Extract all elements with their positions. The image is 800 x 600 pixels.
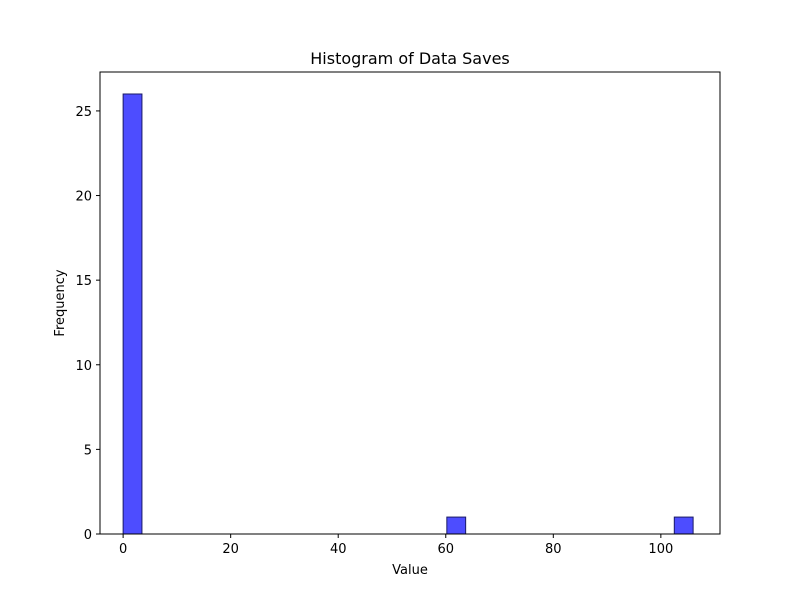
y-axis-label: Frequency <box>53 269 68 336</box>
plot-frame <box>99 71 721 535</box>
y-tick-label: 15 <box>75 274 92 289</box>
ticks-layer: 0 20 40 60 80 100 0 5 10 15 20 25 <box>75 105 673 557</box>
histogram-bar <box>122 93 143 535</box>
histogram-bar <box>446 516 467 535</box>
y-tick-label: 5 <box>84 443 92 458</box>
y-tick-label: 20 <box>75 190 92 205</box>
chart-title: Histogram of Data Saves <box>310 49 510 68</box>
x-tick-label: 100 <box>648 542 673 557</box>
y-tick-label: 10 <box>75 359 92 374</box>
x-axis-label: Value <box>392 563 428 578</box>
x-tick-label: 0 <box>119 542 127 557</box>
x-tick-label: 20 <box>222 542 239 557</box>
y-tick-label: 0 <box>84 528 92 543</box>
bars-layer <box>122 93 694 535</box>
x-tick-label: 60 <box>437 542 454 557</box>
histogram-bar <box>673 516 694 535</box>
x-tick-label: 40 <box>330 542 347 557</box>
y-tick-label: 25 <box>75 105 92 120</box>
x-tick-label: 80 <box>545 542 562 557</box>
